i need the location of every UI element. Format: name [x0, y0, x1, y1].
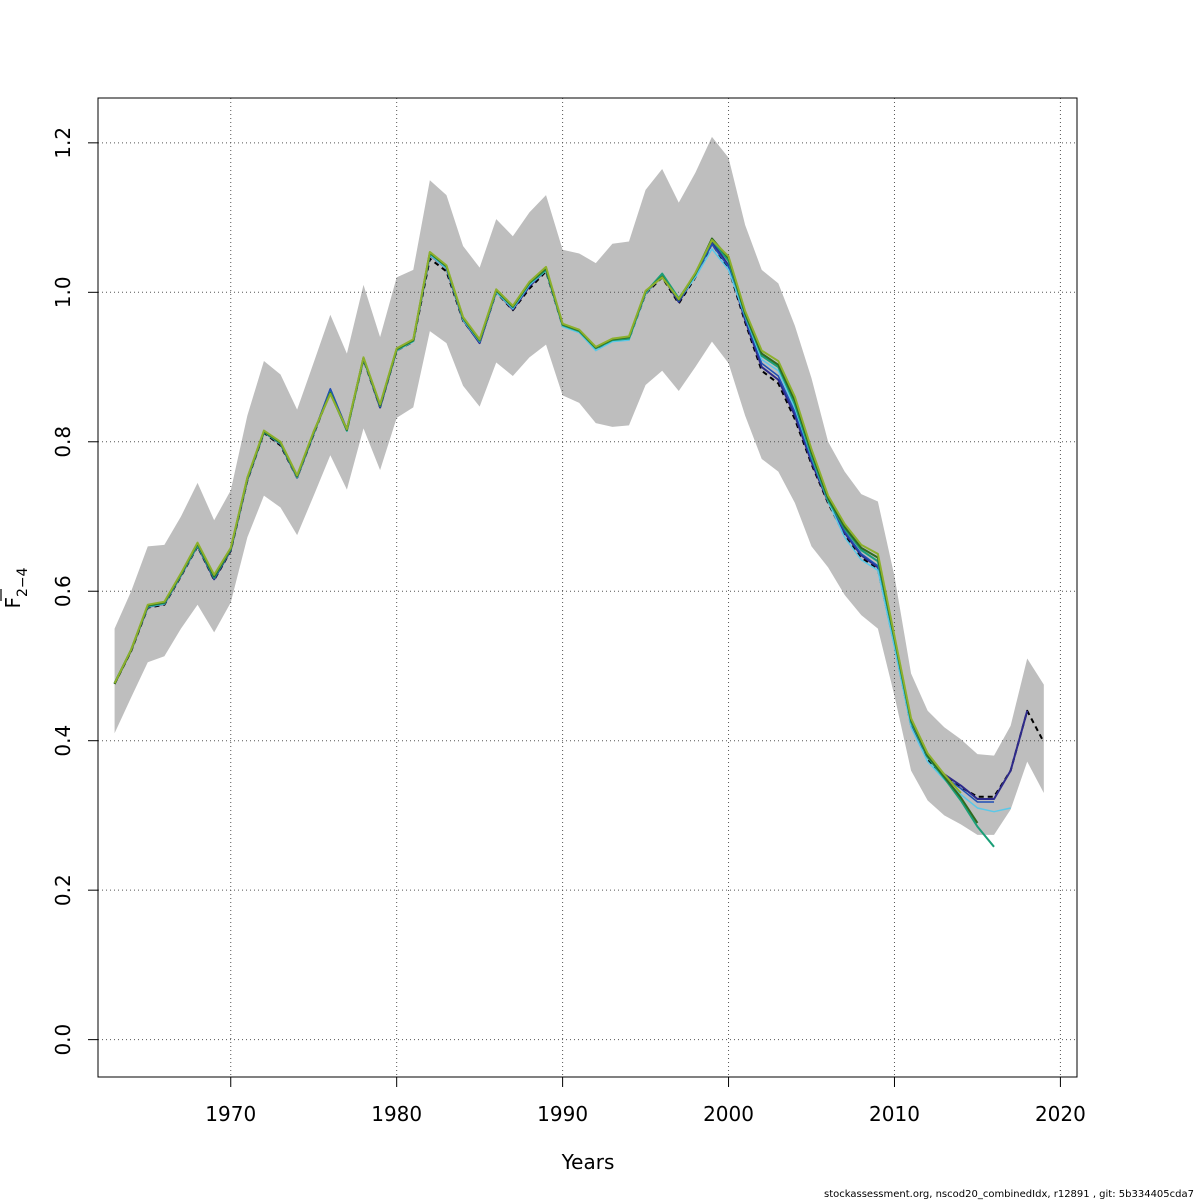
x-tick-label: 2010: [869, 1102, 920, 1126]
axis-layer: 1970 1980 1990 2000 2010 2020 0.0 0.2 0.4 0.6 0.8 1…: [51, 127, 1086, 1126]
x-tick-label: 2000: [703, 1102, 754, 1126]
y-tick-label: 0.4: [51, 725, 75, 757]
grid-layer: [98, 98, 1077, 1077]
footer-text: stockassessment.org, nscod20_combinedIdx…: [824, 1189, 1194, 1200]
y-tick-label: 0.2: [51, 874, 75, 906]
y-tick-label: 1.2: [51, 127, 75, 159]
series-layer: [113, 237, 1045, 848]
confidence-band-layer: [114, 136, 1044, 835]
x-tick-label: 1980: [371, 1102, 422, 1126]
svg-text:F2−4: F2−4: [1, 567, 31, 608]
x-tick-label: 2020: [1035, 1102, 1086, 1126]
y-axis-title-subscript: 2−4: [15, 567, 31, 597]
series-line-7: [113, 238, 962, 794]
x-tick-label: 1970: [205, 1102, 256, 1126]
x-tick-label: 1990: [537, 1102, 588, 1126]
y-tick-label: 0.8: [51, 426, 75, 458]
plot-frame: [97, 97, 1078, 1078]
confidence-band: [114, 136, 1044, 835]
y-tick-label: 0.6: [51, 575, 75, 607]
y-axis-title-base: F: [1, 597, 25, 609]
y-tick-label: 1.0: [51, 276, 75, 308]
y-tick-label: 0.0: [51, 1024, 75, 1056]
x-axis-title: Years: [561, 1150, 615, 1174]
y-axis-title: F2−4: [0, 567, 31, 609]
